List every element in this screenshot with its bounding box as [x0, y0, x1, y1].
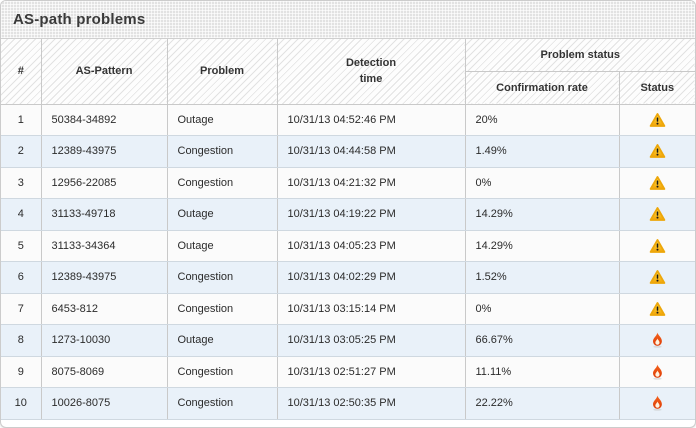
detection-time-value: 10/31/13 03:15:14 PM: [277, 293, 466, 325]
confirmation-rate-value: 1.49%: [465, 135, 620, 168]
confirmation-rate-value: 14.29%: [465, 198, 620, 231]
row-index: 8: [1, 324, 42, 357]
column-header-status: Status: [619, 71, 695, 105]
column-header-problem: Problem: [167, 39, 278, 105]
problem-type-value: Congestion: [167, 356, 278, 388]
warning-icon: [649, 175, 666, 190]
as-pattern-value: 10026-8075: [41, 387, 168, 420]
as-pattern-value: 50384-34892: [41, 104, 168, 136]
problem-type-value: Outage: [167, 104, 278, 136]
table-row[interactable]: 7 6453-812 Congestion 10/31/13 03:15:14 …: [1, 293, 695, 325]
detection-time-value: 10/31/13 02:50:35 PM: [277, 387, 466, 420]
as-pattern-value: 8075-8069: [41, 356, 168, 388]
row-index: 9: [1, 356, 42, 388]
flame-icon: [651, 395, 664, 412]
as-pattern-value: 12389-43975: [41, 135, 168, 168]
warning-icon: [649, 270, 666, 285]
detection-time-value: 10/31/13 03:05:25 PM: [277, 324, 466, 357]
detection-time-value: 10/31/13 02:51:27 PM: [277, 356, 466, 388]
warning-icon: [649, 207, 666, 222]
detection-time-value: 10/31/13 04:21:32 PM: [277, 167, 466, 199]
problem-type-value: Congestion: [167, 293, 278, 325]
page-title: AS-path problems: [13, 11, 146, 28]
problem-type-value: Congestion: [167, 387, 278, 420]
column-header-index: #: [1, 39, 42, 105]
confirmation-rate-value: 14.29%: [465, 230, 620, 262]
detection-time-value: 10/31/13 04:19:22 PM: [277, 198, 466, 231]
table-row[interactable]: 1 50384-34892 Outage 10/31/13 04:52:46 P…: [1, 104, 695, 136]
detection-time-value: 10/31/13 04:05:23 PM: [277, 230, 466, 262]
confirmation-rate-value: 11.11%: [465, 356, 620, 388]
table-row[interactable]: 9 8075-8069 Congestion 10/31/13 02:51:27…: [1, 356, 695, 388]
row-index: 10: [1, 387, 42, 420]
table-body: 1 50384-34892 Outage 10/31/13 04:52:46 P…: [1, 104, 695, 420]
problem-type-value: Outage: [167, 230, 278, 262]
row-index: 5: [1, 230, 42, 262]
warning-icon: [649, 238, 666, 253]
detection-time-value: 10/31/13 04:02:29 PM: [277, 261, 466, 294]
as-pattern-value: 1273-10030: [41, 324, 168, 357]
table-row[interactable]: 4 31133-49718 Outage 10/31/13 04:19:22 P…: [1, 198, 695, 231]
column-group-problem-status: Problem status: [465, 39, 695, 72]
problems-table: # AS-Pattern Problem Detection time Prob…: [1, 39, 695, 420]
confirmation-rate-value: 66.67%: [465, 324, 620, 357]
problem-type-value: Outage: [167, 324, 278, 357]
column-header-as-pattern: AS-Pattern: [41, 39, 168, 105]
confirmation-rate-value: 20%: [465, 104, 620, 136]
row-index: 2: [1, 135, 42, 168]
flame-icon: [651, 332, 664, 349]
as-pattern-value: 31133-34364: [41, 230, 168, 262]
problem-type-value: Congestion: [167, 261, 278, 294]
table-header: # AS-Pattern Problem Detection time Prob…: [1, 39, 695, 105]
table-row[interactable]: 6 12389-43975 Congestion 10/31/13 04:02:…: [1, 261, 695, 294]
warning-icon: [649, 144, 666, 159]
panel-title-bar: AS-path problems: [1, 1, 695, 39]
as-pattern-value: 6453-812: [41, 293, 168, 325]
row-index: 4: [1, 198, 42, 231]
warning-icon: [649, 301, 666, 316]
confirmation-rate-value: 0%: [465, 167, 620, 199]
flame-icon: [651, 364, 664, 380]
row-index: 7: [1, 293, 42, 325]
column-header-confirmation-rate: Confirmation rate: [465, 71, 620, 105]
problem-type-value: Outage: [167, 198, 278, 231]
problem-type-value: Congestion: [167, 167, 278, 199]
confirmation-rate-value: 1.52%: [465, 261, 620, 294]
table-row[interactable]: 10 10026-8075 Congestion 10/31/13 02:50:…: [1, 387, 695, 420]
problem-type-value: Congestion: [167, 135, 278, 168]
row-index: 6: [1, 261, 42, 294]
warning-icon: [649, 112, 666, 127]
row-index: 1: [1, 104, 42, 136]
as-pattern-value: 12389-43975: [41, 261, 168, 294]
table-row[interactable]: 2 12389-43975 Congestion 10/31/13 04:44:…: [1, 135, 695, 168]
table-row[interactable]: 8 1273-10030 Outage 10/31/13 03:05:25 PM…: [1, 324, 695, 357]
confirmation-rate-value: 22.22%: [465, 387, 620, 420]
as-pattern-value: 31133-49718: [41, 198, 168, 231]
confirmation-rate-value: 0%: [465, 293, 620, 325]
row-index: 3: [1, 167, 42, 199]
detection-time-value: 10/31/13 04:52:46 PM: [277, 104, 466, 136]
table-row[interactable]: 3 12956-22085 Congestion 10/31/13 04:21:…: [1, 167, 695, 199]
table-row[interactable]: 5 31133-34364 Outage 10/31/13 04:05:23 P…: [1, 230, 695, 262]
detection-time-value: 10/31/13 04:44:58 PM: [277, 135, 466, 168]
as-pattern-value: 12956-22085: [41, 167, 168, 199]
column-header-detection-time: Detection time: [277, 39, 466, 105]
